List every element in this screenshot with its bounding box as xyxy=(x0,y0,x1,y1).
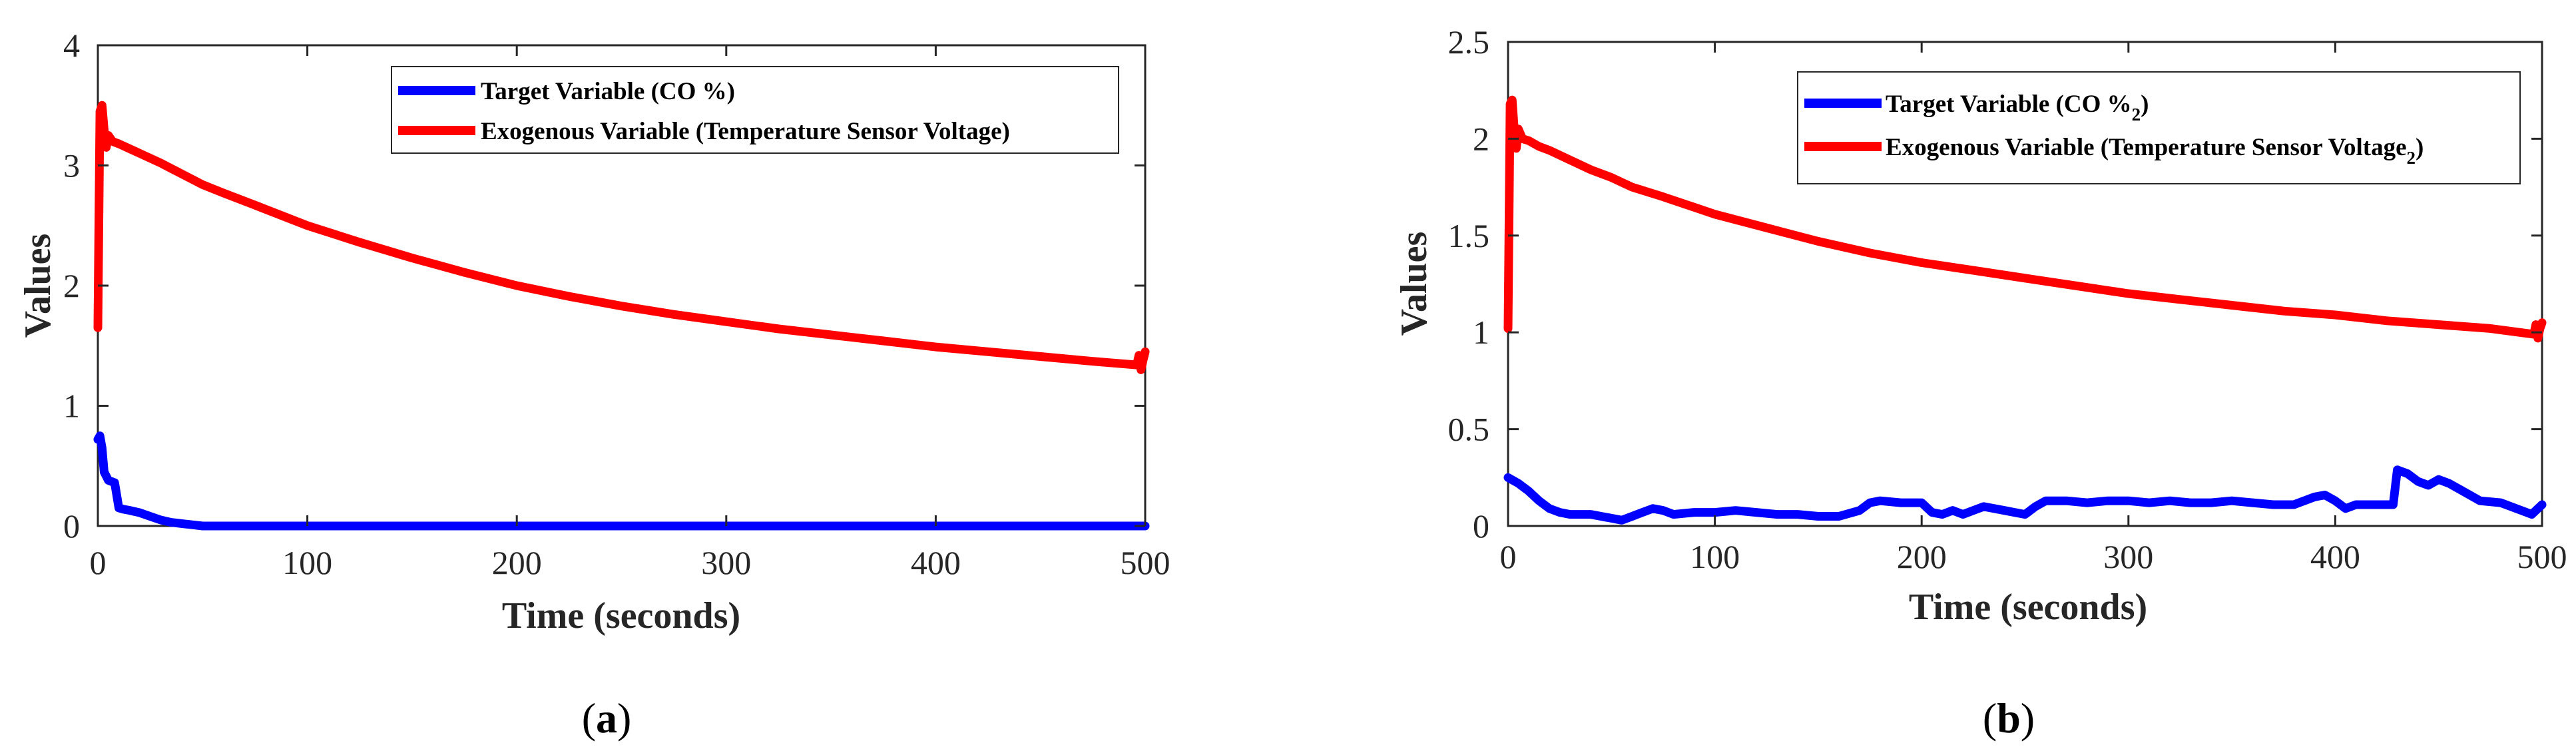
chart-a-x-axis-label: Time (seconds) xyxy=(502,595,740,636)
chart-b-legend: Target Variable (CO %2) Exogenous Variab… xyxy=(1797,71,2521,184)
chart-b-y-ticks: 0 0.5 1 1.5 2 2.5 xyxy=(1448,23,2542,545)
chart-b: 0 100 200 300 400 500 0 0.5 1 1.5 2 2.5 Time (seco… xyxy=(1394,23,2567,742)
chart-a-x-tick-label: 300 xyxy=(701,544,751,581)
chart-b-legend-box xyxy=(1797,71,2521,184)
chart-a-legend-label-exogenous: Exogenous Variable (Temperature Sensor V… xyxy=(481,118,1010,145)
chart-b-legend-label-exogenous: Exogenous Variable (Temperature Sensor V… xyxy=(1886,134,2424,168)
chart-b-x-axis-label: Time (seconds) xyxy=(1909,587,2147,628)
chart-a-legend-box xyxy=(391,66,1119,154)
chart-b-x-tick-label: 0 xyxy=(1500,538,1517,575)
chart-b-series-target-line xyxy=(1503,465,2547,525)
chart-b-x-tick-label: 300 xyxy=(2103,538,2153,575)
chart-a-y-ticks: 0 1 2 3 4 xyxy=(63,27,1145,545)
chart-b-y-tick-label: 2.5 xyxy=(1448,23,1490,61)
chart-a: 0 100 200 300 400 500 0 1 2 3 4 Time (seconds) Va… xyxy=(17,27,1170,742)
chart-a-x-tick-label: 200 xyxy=(492,544,542,581)
chart-a-series-lines xyxy=(93,101,1150,531)
chart-b-panel-label: (b) xyxy=(1983,694,2035,742)
chart-a-panel-label: (a) xyxy=(582,694,632,742)
chart-b-x-tick-label: 500 xyxy=(2517,538,2567,575)
chart-a-y-tick-label: 2 xyxy=(63,267,80,304)
chart-b-y-tick-label: 1 xyxy=(1473,314,1489,351)
chart-b-x-tick-label: 100 xyxy=(1690,538,1740,575)
chart-b-y-tick-label: 0.5 xyxy=(1448,411,1490,448)
chart-a-y-tick-label: 4 xyxy=(63,27,80,64)
chart-b-legend-label-target: Target Variable (CO %2) xyxy=(1886,91,2149,125)
chart-a-x-tick-label: 400 xyxy=(911,544,961,581)
chart-b-series-exogenous-line xyxy=(1503,95,2547,343)
chart-b-y-axis-label: Values xyxy=(1394,232,1435,336)
chart-a-y-tick-label: 3 xyxy=(63,147,80,184)
chart-b-y-tick-label: 0 xyxy=(1473,507,1489,545)
chart-a-x-ticks: 0 100 200 300 400 500 xyxy=(90,45,1170,581)
chart-a-series-exogenous-line xyxy=(93,101,1150,374)
chart-a-y-tick-label: 1 xyxy=(63,387,80,425)
chart-a-y-axis-label: Values xyxy=(17,234,59,338)
chart-b-x-tick-label: 400 xyxy=(2310,538,2360,575)
chart-a-legend-label-target: Target Variable (CO %) xyxy=(481,78,735,105)
chart-a-x-tick-label: 500 xyxy=(1121,544,1170,581)
chart-b-y-tick-label: 1.5 xyxy=(1448,217,1490,254)
chart-a-y-tick-label: 0 xyxy=(63,507,80,545)
chart-b-x-tick-label: 200 xyxy=(1897,538,1947,575)
chart-b-x-ticks: 0 100 200 300 400 500 xyxy=(1500,42,2567,575)
chart-a-series-target-line xyxy=(93,431,1150,531)
chart-b-y-tick-label: 2 xyxy=(1473,120,1489,157)
chart-b-series-lines xyxy=(1503,95,2547,525)
chart-a-x-tick-label: 0 xyxy=(90,544,107,581)
chart-a-legend: Target Variable (CO %) Exogenous Variabl… xyxy=(391,66,1119,154)
chart-a-x-tick-label: 100 xyxy=(282,544,332,581)
